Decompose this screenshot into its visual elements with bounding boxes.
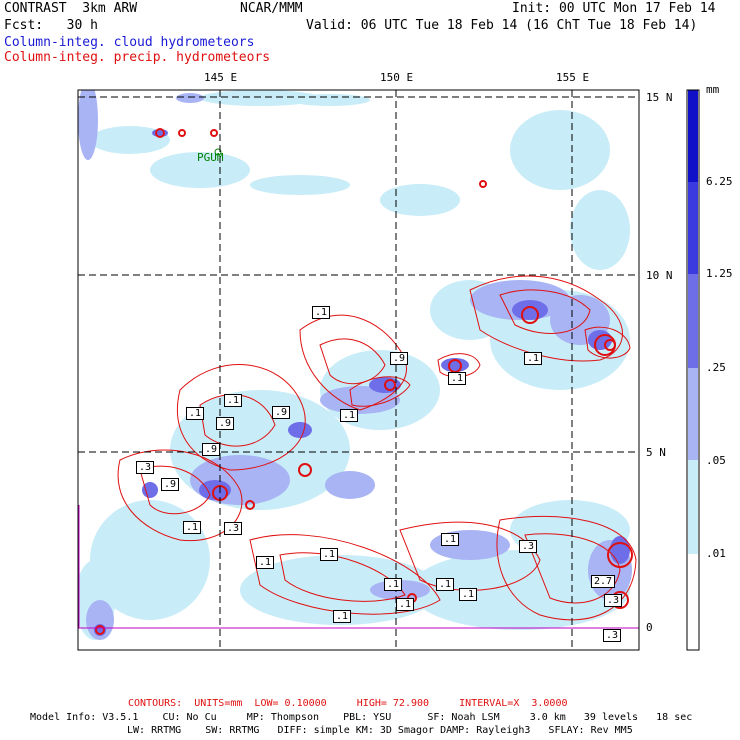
cloud-shading-light (78, 90, 630, 640)
contour-label: .1 (186, 407, 205, 420)
contour-label: .1 (448, 372, 467, 385)
plot-frame (77, 89, 640, 651)
contour-label: .3 (136, 461, 155, 474)
init-time: Init: 00 UTC Mon 17 Feb 14 (512, 1, 716, 16)
field-precip-label: Column-integ. precip. hydrometeors (4, 50, 271, 65)
lat-lon-grid (78, 90, 639, 650)
forecast-hour: Fcst: 30 h (4, 18, 98, 33)
legend-label-25: .25 (706, 361, 726, 374)
field-cloud-label: Column-integ. cloud hydrometeors (4, 35, 255, 50)
station-label: PGUM (197, 151, 224, 164)
valid-time: Valid: 06 UTC Tue 18 Feb 14 (16 ChT Tue … (306, 18, 698, 33)
contour-label: .1 (441, 533, 460, 546)
center-title: NCAR/MMM (240, 1, 303, 16)
legend-colorbar (686, 89, 700, 651)
contours-info: CONTOURS: UNITS=mm LOW= 0.10000 HIGH= 72… (128, 698, 568, 709)
lat-label-0: 0 (646, 621, 653, 634)
station-marker (214, 148, 222, 156)
contour-label: .9 (272, 406, 291, 419)
contour-label: .1 (524, 352, 543, 365)
lon-label-150: 150 E (380, 71, 414, 84)
contour-label: .1 (396, 598, 415, 611)
contour-label: .1 (459, 588, 478, 601)
legend-label-05: .05 (706, 454, 726, 467)
legend-unit: mm (706, 83, 720, 96)
contour-label: .1 (436, 578, 455, 591)
legend-label-6-25: 6.25 (706, 175, 733, 188)
contour-label: .3 (604, 594, 623, 607)
contour-label: .1 (340, 409, 359, 422)
contour-label: .9 (216, 417, 235, 430)
contour-label: .1 (224, 394, 243, 407)
contour-label: .9 (202, 443, 221, 456)
cloud-shading-medium (78, 90, 632, 640)
contour-label: .1 (312, 306, 331, 319)
contour-label: .1 (256, 556, 275, 569)
precip-contours-dense (95, 128, 633, 635)
contour-label: .9 (390, 352, 409, 365)
contour-label: .3 (224, 522, 243, 535)
contour-label: 2.7 (591, 575, 616, 588)
contour-label: .3 (603, 629, 622, 642)
model-title: CONTRAST 3km ARW (4, 1, 138, 16)
legend-label-1-25: 1.25 (706, 267, 733, 280)
contour-label: .1 (333, 610, 352, 623)
contour-label: .9 (161, 478, 180, 491)
lon-label-155: 155 E (556, 71, 590, 84)
map-fields (78, 90, 637, 640)
contour-label: .1 (384, 578, 403, 591)
legend-label-01: .01 (706, 547, 726, 560)
lat-label-5n: 5 N (646, 446, 666, 459)
contour-label: .1 (183, 521, 202, 534)
contour-label: .3 (519, 540, 538, 553)
model-info-line1: Model Info: V3.5.1 CU: No Cu MP: Thompso… (30, 712, 693, 723)
contour-label: .1 (320, 548, 339, 561)
lat-label-10n: 10 N (646, 269, 673, 282)
model-info-line2: LW: RRTMG SW: RRTMG DIFF: simple KM: 3D … (127, 725, 633, 736)
lon-label-145: 145 E (204, 71, 238, 84)
lat-label-15n: 15 N (646, 91, 673, 104)
